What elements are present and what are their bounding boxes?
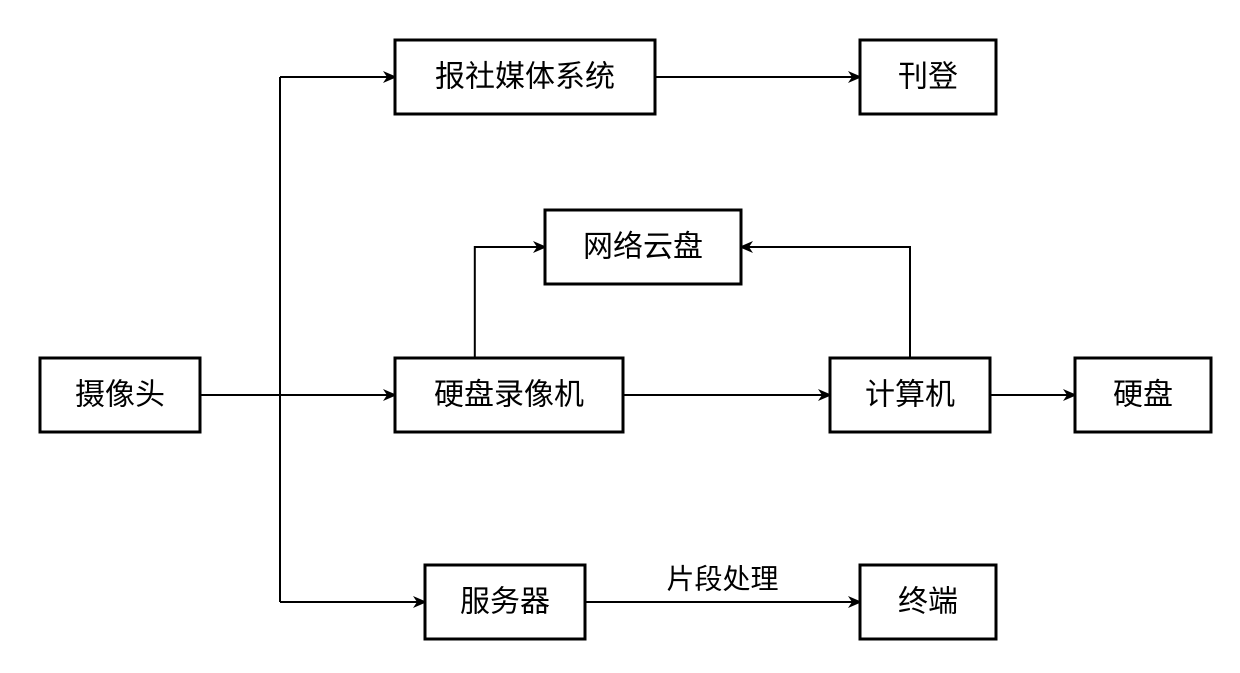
edge-dvr-cloud: [475, 247, 545, 358]
node-camera: 摄像头: [40, 358, 200, 432]
node-disk: 硬盘: [1075, 358, 1211, 432]
node-computer: 计算机: [830, 358, 990, 432]
node-label-publish: 刊登: [898, 61, 958, 94]
node-label-terminal: 终端: [898, 586, 958, 619]
flowchart-canvas: 片段处理 摄像头 报社媒体系统 刊登网络云盘硬盘录像机 计算机 硬盘服务器 终端: [0, 0, 1240, 673]
node-label-cloud: 网络云盘: [583, 231, 703, 264]
node-cloud: 网络云盘: [545, 210, 741, 284]
node-terminal: 终端: [860, 565, 996, 639]
node-publish: 刊登: [860, 40, 996, 114]
node-dvr: 硬盘录像机: [395, 358, 623, 432]
node-server: 服务器: [425, 565, 585, 639]
nodes-layer: 摄像头 报社媒体系统 刊登网络云盘硬盘录像机 计算机 硬盘服务器 终端: [40, 40, 1211, 639]
node-label-camera: 摄像头: [75, 379, 165, 412]
edges-layer: 片段处理: [200, 77, 1075, 602]
node-label-dvr: 硬盘录像机: [434, 379, 584, 412]
edge-label-server-terminal: 片段处理: [666, 564, 778, 596]
node-label-media: 报社媒体系统: [435, 61, 615, 94]
node-label-computer: 计算机: [865, 379, 955, 412]
node-media: 报社媒体系统: [395, 40, 655, 114]
edge-computer-cloud: [741, 247, 910, 358]
node-label-server: 服务器: [460, 586, 550, 619]
node-label-disk: 硬盘: [1113, 379, 1173, 412]
